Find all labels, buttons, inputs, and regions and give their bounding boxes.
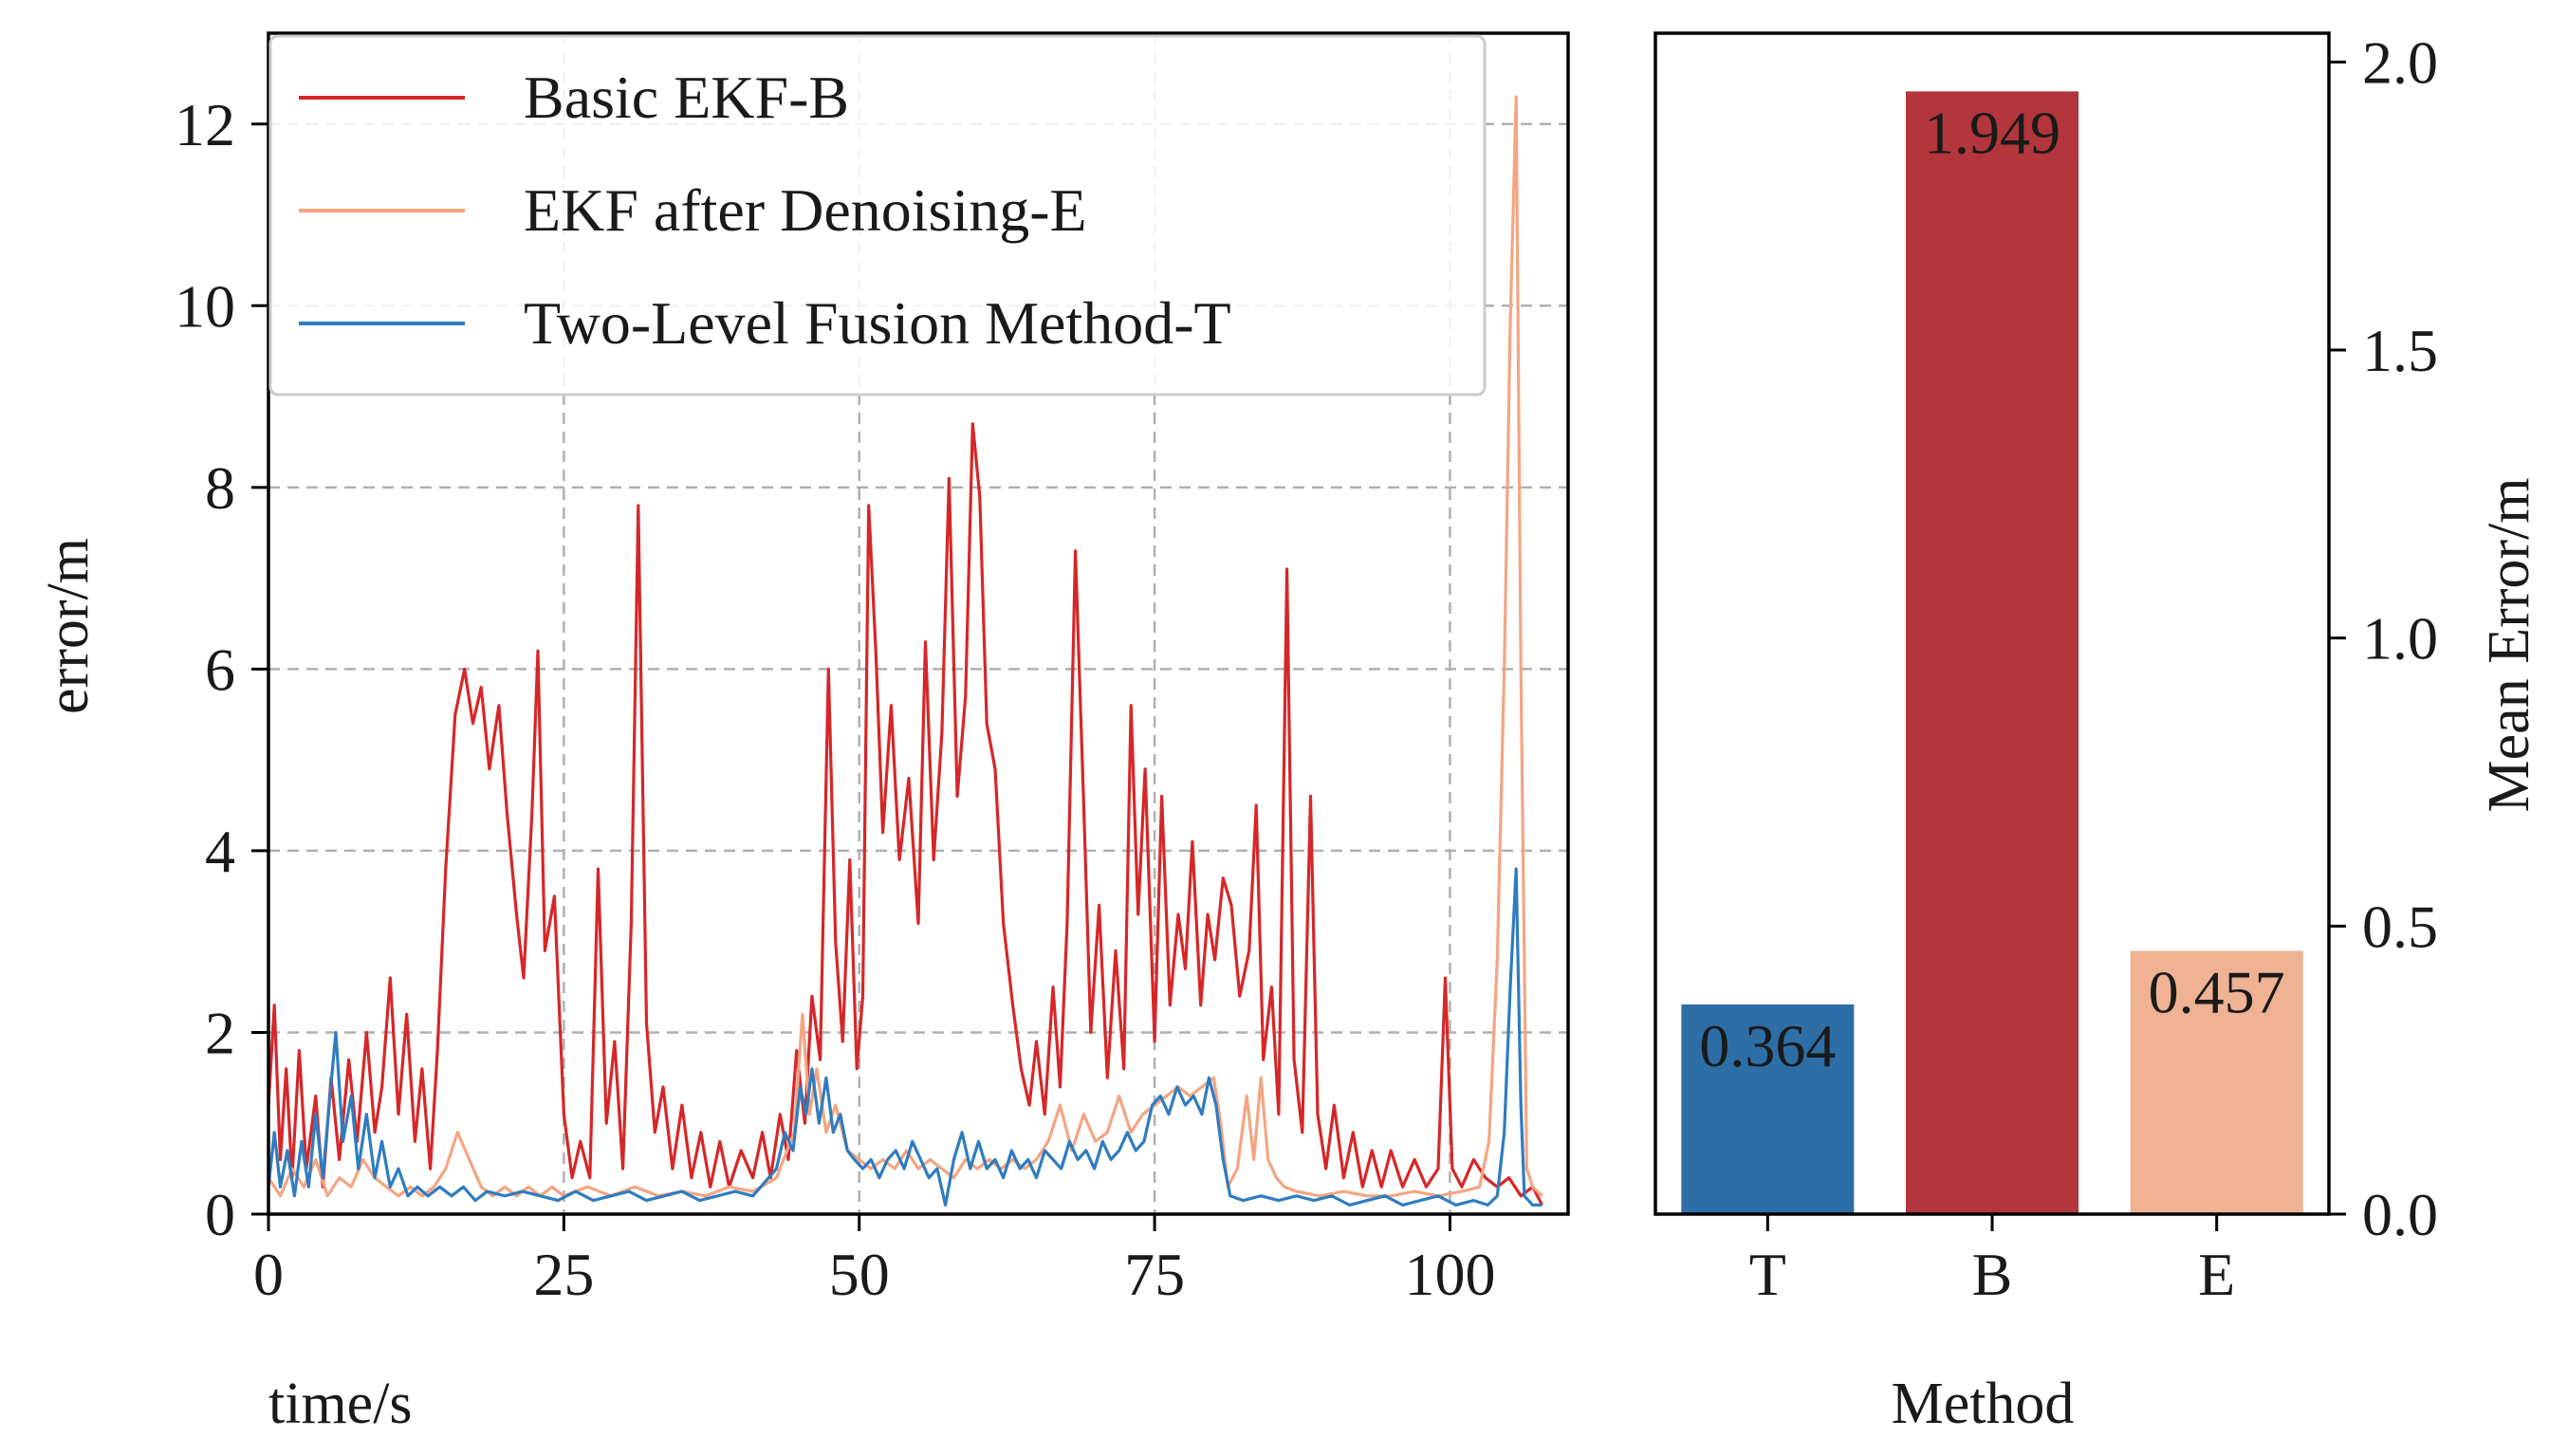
bar-chart-x-label: Method — [1892, 1372, 2075, 1436]
y-tick-label: 10 — [175, 272, 235, 340]
y-tick-label: 2 — [205, 999, 235, 1066]
line-chart-x-label: time/s — [268, 1372, 413, 1436]
x-tick-label: 25 — [533, 1241, 594, 1308]
bar-e — [2130, 950, 2303, 1214]
bar-t — [1681, 1004, 1855, 1214]
bar-chart-y-label: Mean Error/m — [2477, 478, 2541, 813]
legend-label-ekf-denoising: EKF after Denoising-E — [524, 176, 1087, 244]
y-tick-label: 0.5 — [2362, 893, 2438, 960]
y-tick-label: 2.0 — [2362, 28, 2438, 96]
legend-label-two-level-fusion: Two-Level Fusion Method-T — [524, 289, 1231, 357]
x-tick-label: 50 — [829, 1241, 890, 1308]
line-chart-x-ticks: 0 25 50 75 100 — [253, 1214, 1495, 1308]
bar-b — [1906, 91, 2078, 1215]
bar-chart-y-ticks: 0.0 0.5 1.0 1.5 2.0 — [2329, 28, 2438, 1248]
x-tick-label: T — [1749, 1241, 1786, 1308]
y-tick-label: 1.0 — [2362, 605, 2438, 673]
line-chart-series — [268, 95, 1544, 1207]
legend-label-basic-ekf: Basic EKF-B — [524, 64, 849, 131]
y-tick-label: 8 — [205, 454, 235, 522]
x-tick-label: 0 — [253, 1241, 284, 1308]
legend-box — [268, 34, 1487, 396]
x-tick-label: E — [2198, 1241, 2235, 1308]
y-tick-label: 6 — [205, 636, 235, 703]
series-line-two-level-fusion — [268, 867, 1543, 1207]
line-chart-y-label: error/m — [36, 538, 101, 714]
x-tick-label: 100 — [1404, 1241, 1495, 1308]
x-tick-label: B — [1972, 1241, 2013, 1308]
y-tick-label: 4 — [205, 818, 235, 885]
bar-value-label-b: 1.949 — [1924, 99, 2060, 166]
x-tick-label: 75 — [1124, 1241, 1185, 1308]
line-chart-frame — [267, 31, 1570, 1216]
legend: Basic EKF-B EKF after Denoising-E Two-Le… — [268, 34, 1487, 396]
y-tick-label: 0 — [205, 1181, 235, 1248]
y-tick-label: 12 — [175, 91, 235, 158]
bar-chart-bars: 0.364 1.949 0.457 — [1681, 91, 2303, 1215]
line-chart-y-ticks: 0 2 4 6 8 10 12 — [175, 91, 268, 1248]
series-line-ekf-denoising — [268, 95, 1543, 1198]
line-chart-panel: 0 25 50 75 100 0 2 4 6 8 10 12 time/s error/m Basi… — [36, 31, 1570, 1436]
y-tick-label: 0.0 — [2362, 1181, 2438, 1248]
bar-chart-panel: 0.364 1.949 0.457 T B E 0.0 0.5 1.0 1.5 2.0 Meth… — [1653, 28, 2541, 1436]
y-tick-label: 1.5 — [2362, 317, 2438, 384]
bar-value-label-t: 0.364 — [1699, 1012, 1836, 1079]
series-line-basic-ekf — [268, 422, 1544, 1207]
bar-value-label-e: 0.457 — [2149, 958, 2285, 1025]
